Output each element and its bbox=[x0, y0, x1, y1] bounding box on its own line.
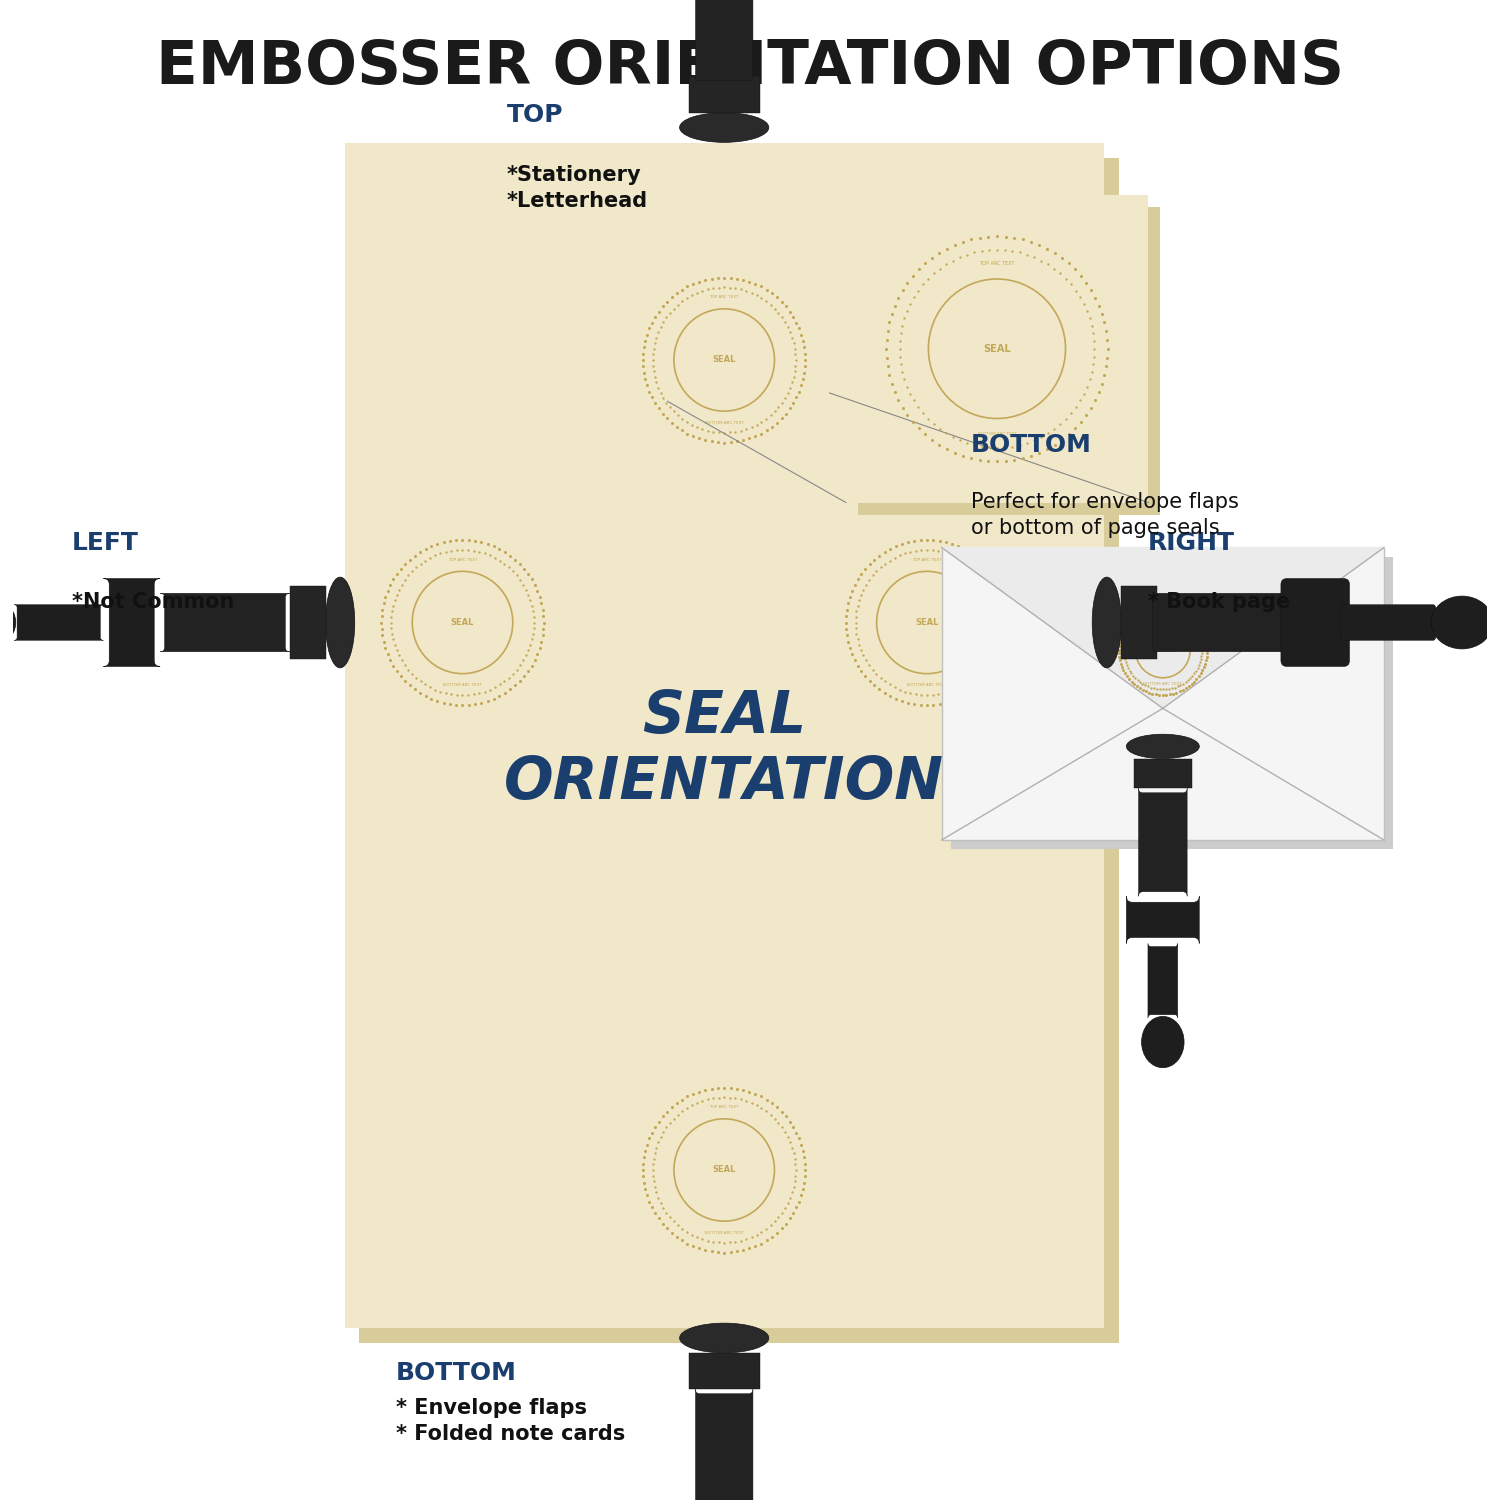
Ellipse shape bbox=[680, 1323, 770, 1353]
Text: TOP ARC TEXT: TOP ARC TEXT bbox=[710, 1106, 740, 1110]
FancyBboxPatch shape bbox=[1148, 944, 1178, 1019]
Text: TOP ARC TEXT: TOP ARC TEXT bbox=[447, 558, 477, 562]
Text: SEAL: SEAL bbox=[915, 618, 939, 627]
Ellipse shape bbox=[1092, 578, 1122, 668]
Text: * Envelope flaps
* Folded note cards: * Envelope flaps * Folded note cards bbox=[396, 1398, 626, 1444]
FancyBboxPatch shape bbox=[1341, 604, 1436, 640]
Text: TOP ARC TEXT: TOP ARC TEXT bbox=[710, 296, 740, 300]
FancyBboxPatch shape bbox=[13, 604, 104, 640]
Text: *Not Common: *Not Common bbox=[72, 592, 234, 612]
Text: SEAL: SEAL bbox=[712, 1166, 736, 1174]
FancyBboxPatch shape bbox=[688, 76, 760, 112]
Text: BOTTOM: BOTTOM bbox=[970, 433, 1092, 457]
Text: BOTTOM ARC TEXT: BOTTOM ARC TEXT bbox=[442, 682, 482, 687]
FancyBboxPatch shape bbox=[290, 586, 326, 658]
Ellipse shape bbox=[680, 112, 770, 142]
FancyBboxPatch shape bbox=[858, 207, 1160, 514]
Text: TOP ARC TEXT: TOP ARC TEXT bbox=[912, 558, 942, 562]
Text: BOTTOM ARC TEXT: BOTTOM ARC TEXT bbox=[705, 420, 744, 424]
Ellipse shape bbox=[326, 578, 354, 668]
Text: EMBOSSER ORIENTATION OPTIONS: EMBOSSER ORIENTATION OPTIONS bbox=[156, 38, 1344, 98]
FancyBboxPatch shape bbox=[360, 158, 1119, 1342]
Polygon shape bbox=[942, 548, 1384, 708]
Ellipse shape bbox=[1142, 1017, 1184, 1068]
FancyBboxPatch shape bbox=[696, 1389, 753, 1500]
FancyBboxPatch shape bbox=[345, 142, 1104, 1328]
FancyBboxPatch shape bbox=[160, 594, 290, 651]
Text: BOTTOM ARC TEXT: BOTTOM ARC TEXT bbox=[978, 432, 1017, 436]
Text: LEFT: LEFT bbox=[72, 531, 138, 555]
FancyBboxPatch shape bbox=[1134, 759, 1192, 789]
Text: SEAL: SEAL bbox=[712, 356, 736, 364]
FancyBboxPatch shape bbox=[1122, 586, 1156, 658]
FancyBboxPatch shape bbox=[104, 579, 160, 666]
Text: SEAL: SEAL bbox=[452, 618, 474, 627]
FancyBboxPatch shape bbox=[1138, 789, 1186, 897]
Ellipse shape bbox=[1126, 735, 1200, 759]
Text: Perfect for envelope flaps
or bottom of page seals: Perfect for envelope flaps or bottom of … bbox=[970, 492, 1239, 538]
Text: * Book page: * Book page bbox=[1148, 592, 1290, 612]
FancyBboxPatch shape bbox=[1126, 897, 1198, 944]
FancyBboxPatch shape bbox=[696, 0, 753, 81]
Text: TOP ARC TEXT: TOP ARC TEXT bbox=[1148, 614, 1178, 618]
Text: BOTTOM ARC TEXT: BOTTOM ARC TEXT bbox=[1143, 682, 1182, 686]
Text: BOTTOM ARC TEXT: BOTTOM ARC TEXT bbox=[705, 1230, 744, 1234]
Ellipse shape bbox=[0, 596, 16, 650]
FancyBboxPatch shape bbox=[1152, 594, 1292, 651]
Ellipse shape bbox=[1431, 596, 1492, 650]
FancyBboxPatch shape bbox=[688, 1353, 760, 1389]
Text: SEAL: SEAL bbox=[1150, 645, 1174, 654]
Text: BOTTOM: BOTTOM bbox=[396, 1360, 518, 1384]
Text: SEAL
ORIENTATION: SEAL ORIENTATION bbox=[504, 688, 945, 812]
FancyBboxPatch shape bbox=[846, 195, 1148, 502]
Text: TOP: TOP bbox=[507, 104, 562, 128]
Text: TOP ARC TEXT: TOP ARC TEXT bbox=[980, 261, 1014, 266]
Text: RIGHT: RIGHT bbox=[1148, 531, 1234, 555]
Text: SEAL: SEAL bbox=[982, 344, 1011, 354]
Text: BOTTOM ARC TEXT: BOTTOM ARC TEXT bbox=[908, 682, 946, 687]
FancyBboxPatch shape bbox=[951, 556, 1394, 849]
FancyBboxPatch shape bbox=[942, 548, 1384, 840]
FancyBboxPatch shape bbox=[1281, 579, 1350, 666]
Text: *Stationery
*Letterhead: *Stationery *Letterhead bbox=[507, 165, 648, 211]
